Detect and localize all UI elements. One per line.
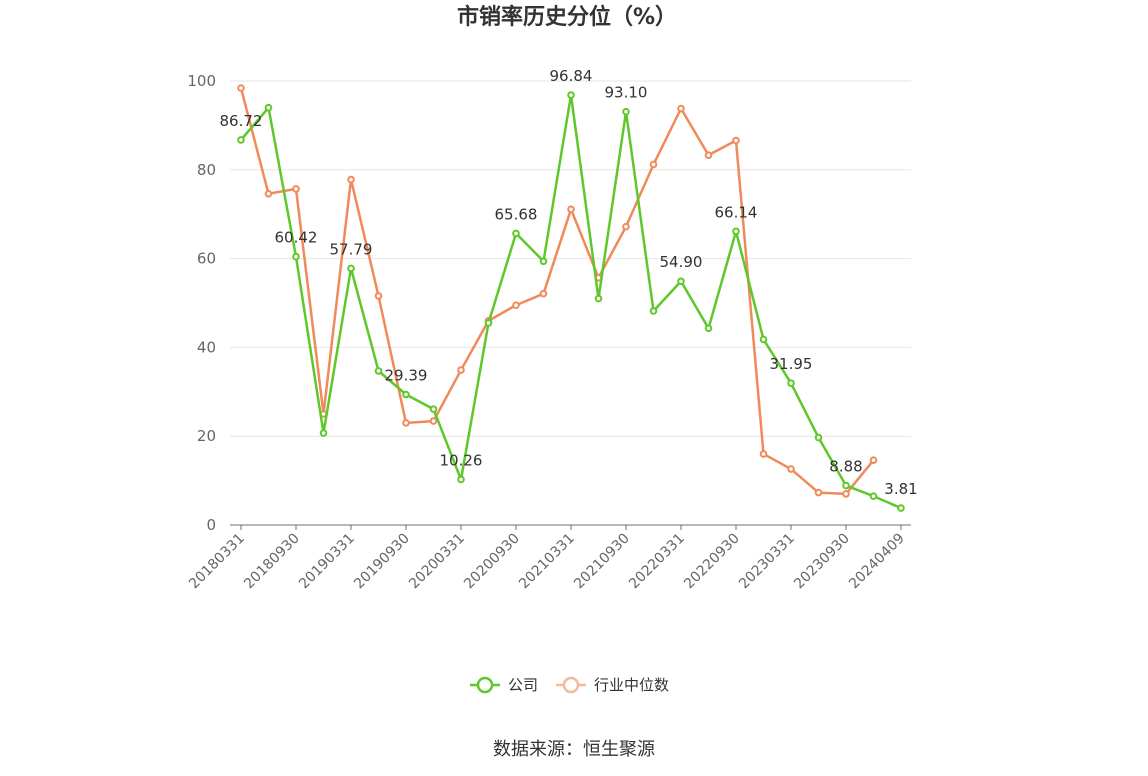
legend[interactable]: 公司 行业中位数: [470, 676, 669, 694]
chart-title: 市销率历史分位（%）: [457, 4, 677, 30]
x-tick-label: 20190930: [351, 531, 413, 593]
x-tick-label: 20200930: [461, 531, 523, 593]
x-tick-label: 20220331: [626, 531, 688, 593]
data-point[interactable]: [704, 151, 713, 159]
x-tick-label: 20240409: [846, 531, 908, 593]
data-label: 29.39: [385, 367, 428, 385]
data-point[interactable]: [264, 103, 273, 112]
data-label: 96.84: [550, 67, 593, 85]
y-tick-label: 100: [187, 72, 216, 90]
data-point[interactable]: [787, 465, 795, 473]
data-point[interactable]: [567, 205, 575, 214]
data-point[interactable]: [897, 504, 905, 512]
data-point[interactable]: [484, 319, 493, 327]
data-point[interactable]: [649, 160, 658, 169]
data-point[interactable]: [374, 367, 383, 375]
data-point[interactable]: [677, 104, 685, 113]
legend-marker: [476, 676, 494, 694]
data-label: 10.26: [440, 451, 483, 469]
data-point[interactable]: [567, 91, 575, 99]
data-point[interactable]: [732, 136, 740, 145]
data-labels: 86.72 60.42 57.79 29.39 10.26 65.68 96.84 93.10…: [220, 67, 918, 498]
x-tick-label: 20230930: [791, 531, 853, 593]
data-label: 3.81: [884, 480, 917, 498]
data-point[interactable]: [374, 292, 383, 300]
data-point[interactable]: [594, 294, 603, 303]
data-point[interactable]: [292, 185, 300, 193]
series-layer: [237, 84, 905, 512]
data-point[interactable]: [842, 481, 850, 490]
data-point[interactable]: [402, 390, 410, 399]
x-tick-label: 20210331: [516, 531, 578, 593]
data-point[interactable]: [512, 229, 520, 238]
data-label: 65.68: [495, 205, 538, 223]
data-point[interactable]: [347, 175, 355, 184]
data-point[interactable]: [457, 475, 465, 484]
y-tick-label: 20: [197, 427, 216, 445]
data-point[interactable]: [347, 264, 355, 273]
data-point[interactable]: [622, 107, 630, 116]
data-label: 93.10: [605, 84, 648, 102]
data-point[interactable]: [842, 490, 850, 498]
data-point[interactable]: [869, 492, 878, 500]
data-point[interactable]: [814, 488, 823, 497]
data-point[interactable]: [704, 324, 713, 333]
data-point[interactable]: [429, 417, 438, 425]
data-point[interactable]: [677, 277, 685, 286]
x-tick-label: 20220930: [681, 531, 743, 593]
data-point[interactable]: [292, 252, 300, 261]
y-tick-label: 0: [206, 516, 216, 534]
data-point[interactable]: [869, 456, 878, 464]
data-label: 60.42: [275, 229, 318, 247]
legend-marker: [562, 676, 580, 694]
data-point[interactable]: [759, 450, 768, 458]
grid-lines: [230, 80, 911, 437]
x-tick-label: 20180930: [241, 531, 303, 593]
x-tick-label: 20190331: [296, 531, 358, 593]
y-tick-label: 60: [197, 250, 216, 268]
data-label: 8.88: [829, 458, 862, 476]
data-label: 57.79: [330, 240, 373, 258]
x-tick-label: 20210930: [571, 531, 633, 593]
data-point[interactable]: [787, 379, 795, 387]
data-point[interactable]: [539, 289, 548, 298]
data-point[interactable]: [237, 136, 245, 144]
x-tick-label: 20200331: [406, 531, 468, 593]
data-point[interactable]: [457, 366, 465, 374]
y-tick-label: 80: [197, 161, 216, 179]
y-tick-label: 40: [197, 338, 216, 356]
legend-item-行业中位数[interactable]: 行业中位数: [556, 676, 669, 694]
data-point[interactable]: [649, 307, 658, 315]
data-point[interactable]: [264, 189, 273, 198]
data-point[interactable]: [759, 335, 768, 344]
data-point[interactable]: [814, 433, 823, 442]
data-label: 86.72: [220, 112, 263, 130]
series-line-公司: [240, 93, 902, 510]
y-axis: 0 20 40 60 80 100: [187, 72, 216, 534]
series-line-行业中位数: [239, 87, 875, 496]
x-axis: 2018033120180930201903312019093020200331…: [186, 524, 911, 593]
data-label: 54.90: [660, 253, 703, 271]
data-point[interactable]: [622, 222, 630, 231]
data-point[interactable]: [539, 257, 548, 266]
x-tick-label: 20180331: [186, 531, 248, 593]
x-tick-label: 20230331: [736, 531, 798, 593]
source-note: 数据来源：恒生聚源: [493, 739, 655, 760]
data-point[interactable]: [429, 405, 438, 413]
data-label: 31.95: [770, 355, 813, 373]
data-point[interactable]: [319, 429, 328, 437]
legend-label: 公司: [508, 676, 538, 694]
data-point[interactable]: [732, 227, 740, 236]
data-point[interactable]: [237, 84, 245, 92]
data-label: 66.14: [715, 203, 758, 221]
legend-item-公司[interactable]: 公司: [470, 676, 538, 694]
data-point[interactable]: [402, 419, 410, 427]
data-point[interactable]: [512, 301, 520, 310]
legend-label: 行业中位数: [594, 676, 669, 694]
